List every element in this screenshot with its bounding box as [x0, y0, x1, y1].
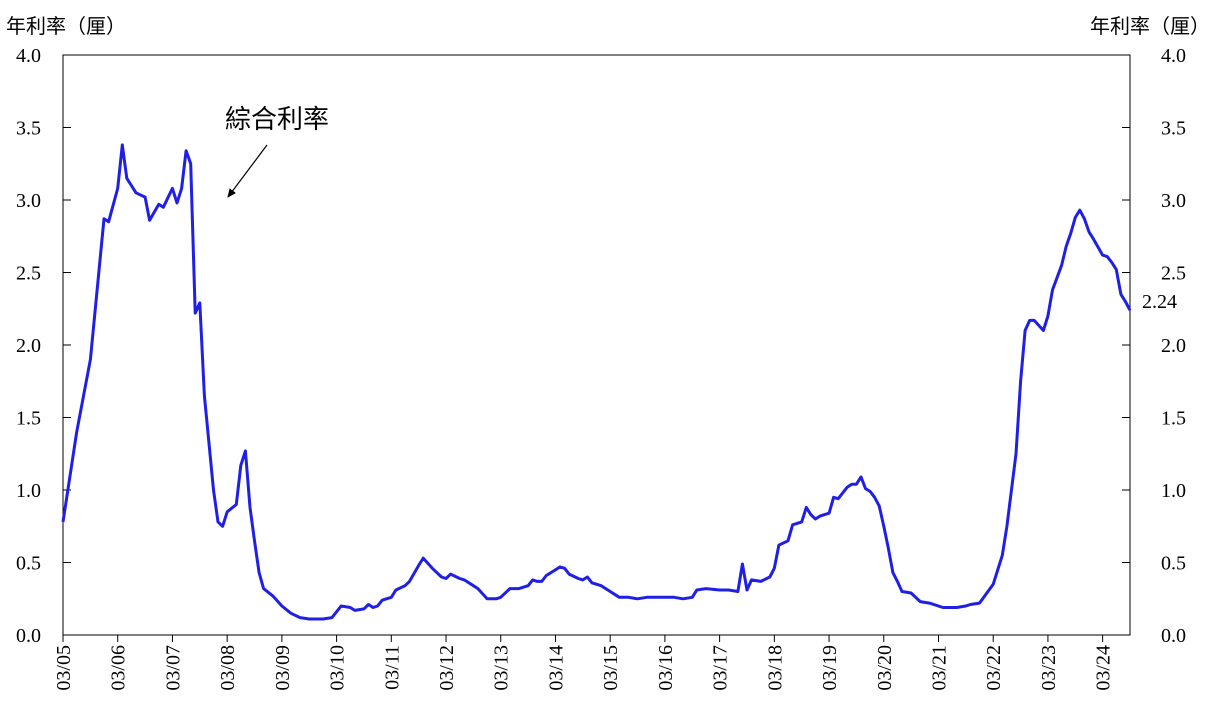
x-tick-label: 03/10: [327, 645, 349, 691]
x-tick-label: 03/22: [983, 645, 1005, 691]
y2-tick-label: 0.0: [1161, 625, 1186, 647]
x-tick-label: 03/08: [217, 645, 239, 691]
y2-tick-label: 1.0: [1161, 480, 1186, 502]
x-tick-label: 03/14: [545, 645, 567, 691]
y-tick-label: 2.0: [16, 335, 41, 357]
line-series: [61, 143, 1132, 621]
x-tick-label: 03/11: [381, 645, 403, 690]
x-tick-label: 03/18: [764, 645, 786, 691]
y2-tick-label: 2.0: [1161, 335, 1186, 357]
y2-tick-label: 3.5: [1161, 118, 1186, 140]
x-tick-label: 03/17: [710, 645, 732, 691]
y2-tick-label: 4.0: [1161, 45, 1186, 67]
end-value-label: 2.24: [1142, 291, 1177, 313]
y-tick-label: 3.0: [16, 190, 41, 212]
x-tick-label: 03/24: [1093, 645, 1115, 691]
x-tick-label: 03/05: [53, 645, 75, 691]
y-tick-label: 0.5: [16, 553, 41, 575]
x-tick-label: 03/23: [1038, 645, 1060, 691]
y-tick-label: 1.5: [16, 408, 41, 430]
x-tick-label: 03/20: [874, 645, 896, 691]
y2-tick-label: 3.0: [1161, 190, 1186, 212]
x-tick-label: 03/07: [162, 645, 184, 691]
y-tick-label: 3.5: [16, 118, 41, 140]
y2-tick-label: 1.5: [1161, 408, 1186, 430]
x-tick-label: 03/15: [600, 645, 622, 691]
annotation: 綜合利率: [225, 105, 329, 134]
y-tick-label: 2.5: [16, 263, 41, 285]
y-tick-label: 4.0: [16, 45, 41, 67]
x-tick-label: 03/16: [655, 645, 677, 691]
y-axis-label: 年利率（厘）: [6, 15, 126, 38]
x-tick-label: 03/21: [928, 645, 950, 691]
y-tick-label: 1.0: [16, 480, 41, 502]
x-tick-label: 03/12: [436, 645, 458, 691]
y2-tick-label: 2.5: [1161, 263, 1186, 285]
y-tick-label: 0.0: [16, 625, 41, 647]
y2-tick-label: 0.5: [1161, 553, 1186, 575]
x-tick-label: 03/09: [272, 645, 294, 691]
annotation-arrow: [227, 144, 268, 198]
x-tick-label: 03/06: [108, 645, 130, 691]
x-tick-label: 03/19: [819, 645, 841, 691]
y2-axis-label: 年利率（厘）: [1090, 15, 1210, 38]
plot-frame: [62, 54, 1131, 636]
x-tick-label: 03/13: [491, 645, 513, 691]
